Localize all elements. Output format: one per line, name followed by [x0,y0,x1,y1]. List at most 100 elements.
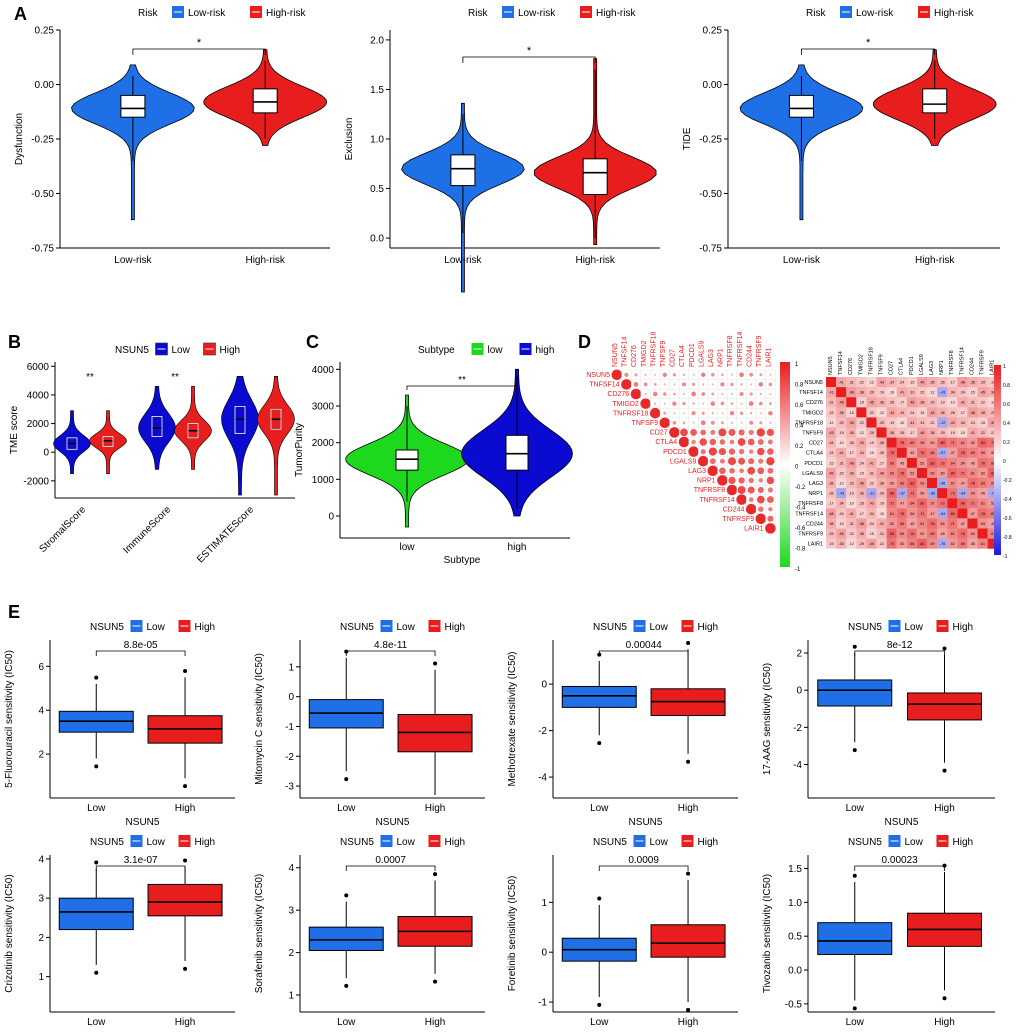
panel-d-bubble [643,382,648,387]
panel-e6-y-tick-label: 2 [288,948,294,959]
panel-d-heat-cell [826,447,837,458]
panel-b-legend-item: High [220,345,241,356]
panel-d-heat-value: -.66 [939,482,945,486]
panel-d-heat-cell [876,488,887,499]
panel-e7-outlier [597,1002,602,1007]
panel-d-bubble [739,391,744,397]
panel-d-bubble [747,438,755,446]
panel-d-heat-value: .71 [970,502,975,506]
panel-d-heat-cell [836,417,847,428]
panel-e4-y-tick-label: 2 [796,649,802,660]
panel-d-heat-value: .19 [879,502,884,506]
panel-d-col-label: LGALS9 [698,340,705,367]
panel-d-heat-cell [937,498,948,509]
panel-b-box-outline [234,405,246,434]
panel-d-heat-cell [957,377,968,388]
panel-d-heat-row-label: CD27 [809,441,823,447]
panel-d-heat-row-label: CTLA4 [806,451,823,457]
panel-d-bubble [759,421,763,425]
panel-d-heat-cell [947,407,958,418]
panel-d-bubble [747,466,756,475]
panel-d-heat-value: .29 [839,421,844,425]
panel-d-heat-value: .34 [899,411,904,415]
panel-d-col-label: CD27 [670,349,677,367]
panel-d-bubble [747,486,755,494]
panel-d-heat-value: .45 [829,471,834,475]
panel-d-heat-cell [836,498,847,509]
panel-d-heat-cell [957,427,968,438]
panel-d-heat-cell [896,417,907,428]
panel-a1-legend-title: Risk [138,8,158,19]
panel-d-heat-value: .76 [899,471,904,475]
panel-b-box-outline [187,423,199,439]
panel-d-heat-cell [937,377,948,388]
panel-d-bubble [748,429,754,435]
panel-d-heat-cell [957,478,968,489]
panel-d-heat-cell [987,467,998,478]
panel-d-heat-cell [846,538,857,549]
panel-d-heat-cell [866,508,877,519]
panel-d-bubble [611,369,623,381]
panel-a3-sig-label: * [866,37,871,49]
panel-d-heat-value: .34 [839,502,844,506]
panel-d-heat-value: .71 [950,441,955,445]
panel-d-heat-value: .59 [930,471,935,475]
panel-d-heat-value: .52 [970,441,975,445]
panel-d-heat-value: .10 [889,391,894,395]
panel-d-heat-value: .52 [980,471,985,475]
panel-d-heat-cell [846,457,857,468]
panel-d-heat-value: .24 [859,461,864,465]
panel-d-heat-colorbar-label: -1 [1003,554,1008,560]
panel-d-heat-cell [886,407,897,418]
panel-d-heat-cell [886,508,897,519]
panel-d-heat-cell [846,407,857,418]
panel-d-heat-value: .12 [859,431,864,435]
panel-b-box-outline [102,436,114,447]
panel-d-bubble [759,412,762,415]
panel-d-heat-row-label: TNFSF9 [802,431,823,437]
panel-a3-x-tick-label: Low-risk [783,255,821,266]
panel-d-heat-cell [977,427,988,438]
panel-e1-x-axis-label: NSUN5 [126,817,160,828]
panel-d-heat-value: .71 [960,471,965,475]
panel-d-bubble [749,420,754,425]
panel-d-bubble [749,372,754,377]
panel-d-colorbar-label: 0.6 [795,403,804,409]
panel-c-y-tick-label: 0 [328,512,334,523]
panel-d-heat-value: .50 [919,492,924,496]
panel-d-heat-value: .78 [899,512,904,516]
panel-d-heat-value: .43 [829,431,834,435]
panel-d-bubble [758,401,763,406]
panel-c-y-tick-label: 3000 [312,402,335,413]
panel-d-heat-cell [937,538,948,549]
panel-d-bubble [663,402,666,405]
panel-e2-y-tick-label: -1 [285,722,294,733]
panel-d-bubble [748,401,754,406]
panel-e5-y-tick-label: 3 [38,894,44,905]
panel-d-heat-row-label: LAIR1 [808,542,823,548]
panel-d-bubble [726,484,738,496]
panel-d-row-label: TNFRSF8 [694,487,726,494]
panel-e3-legend-item: Low [650,622,669,633]
panel-e3-x-tick-label: High [678,803,699,814]
panel-d-heat-cell [836,518,847,529]
panel-d-heat-value: .15 [909,381,914,385]
panel-d-heat-cell [987,518,998,529]
panel-d-heat-cell [866,397,877,408]
panel-d-bubble [730,382,734,387]
panel-d-heat-value: .24 [960,391,965,395]
panel-d-heat-cell [916,387,927,398]
panel-e3-y-axis-label: Methotrexate sensitivity (IC50) [507,651,518,786]
panel-d-bubble [692,373,695,376]
panel-d-heat-cell [866,478,877,489]
panel-d-heat-value: .22 [859,381,864,385]
panel-d-heat-value: .36 [879,401,884,405]
panel-e4-x-axis-label: NSUN5 [885,817,919,828]
panel-d-heat-cell [826,508,837,519]
panel-d-heat-cell [947,508,958,519]
panel-e1-y-axis-label: 5-Fluorouracil sensitivity (IC50) [4,650,15,788]
panel-e5-high-box [147,883,223,917]
panel-d-heat-cell [967,427,978,438]
panel-d-heat-value: .45 [919,381,924,385]
panel-d-heat-cell [967,538,978,549]
